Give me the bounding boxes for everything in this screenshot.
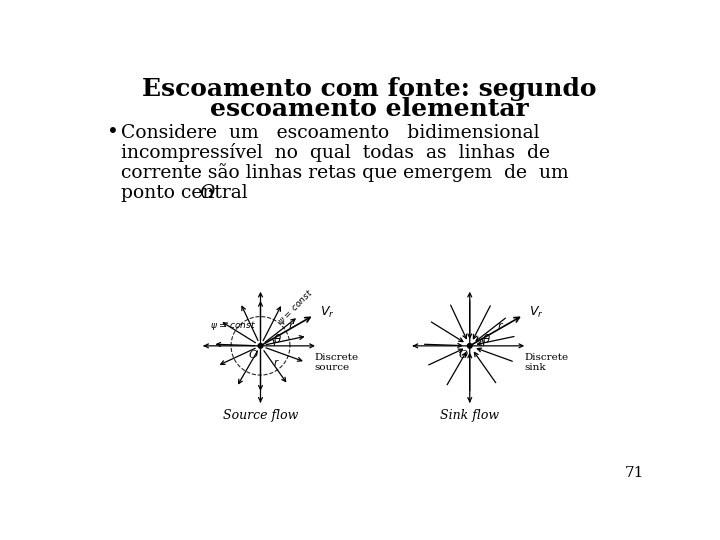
Text: :: : xyxy=(207,184,213,201)
Text: $\psi$ = const: $\psi$ = const xyxy=(210,319,256,332)
Text: escoamento elementar: escoamento elementar xyxy=(210,97,528,122)
Text: $r$: $r$ xyxy=(288,320,295,330)
Text: O: O xyxy=(249,350,258,360)
Text: Source flow: Source flow xyxy=(222,409,298,422)
Text: $\psi$ = const: $\psi$ = const xyxy=(274,287,316,328)
Text: Discrete
sink: Discrete sink xyxy=(524,353,568,373)
Text: •: • xyxy=(107,123,119,142)
Text: $V_r$: $V_r$ xyxy=(320,305,334,320)
Text: Sink flow: Sink flow xyxy=(440,409,499,422)
Text: $r$: $r$ xyxy=(273,357,279,368)
Circle shape xyxy=(467,343,472,348)
Text: Escoamento com fonte: segundo: Escoamento com fonte: segundo xyxy=(142,77,596,102)
Text: corrente são linhas retas que emergem  de  um: corrente são linhas retas que emergem de… xyxy=(121,163,569,182)
Text: $\theta$: $\theta$ xyxy=(273,333,282,346)
Text: O: O xyxy=(199,184,215,201)
Text: $r$: $r$ xyxy=(498,320,505,330)
Text: Discrete
source: Discrete source xyxy=(315,353,359,373)
Text: Considere  um   escoamento   bidimensional: Considere um escoamento bidimensional xyxy=(121,124,539,141)
Text: O: O xyxy=(458,350,467,360)
Text: $\theta$: $\theta$ xyxy=(482,333,491,346)
Circle shape xyxy=(258,343,263,348)
Text: incompressível  no  qual  todas  as  linhas  de: incompressível no qual todas as linhas d… xyxy=(121,143,550,162)
Text: ponto central: ponto central xyxy=(121,184,253,201)
Text: 71: 71 xyxy=(625,466,644,480)
Text: $V_r$: $V_r$ xyxy=(528,305,544,320)
